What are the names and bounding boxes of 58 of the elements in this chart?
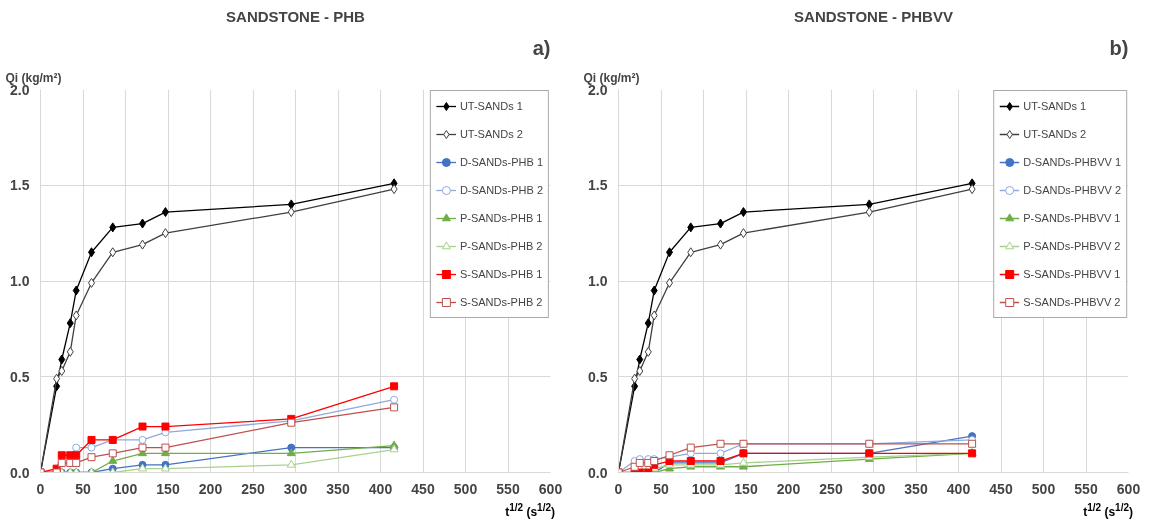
x-tick-label: 550 — [1074, 480, 1098, 497]
legend-label: S-SANDs-PHBVV 2 — [1023, 296, 1121, 308]
legend-label: UT-SANDs 2 — [459, 128, 523, 140]
x-tick-label: 500 — [1031, 480, 1056, 497]
legend-label: S-SANDs-PHB 1 — [459, 268, 543, 280]
x-tick-label: 450 — [989, 480, 1013, 497]
x-tick-label: 350 — [326, 480, 350, 497]
legend-label: D-SANDs-PHBVV 1 — [1023, 156, 1121, 168]
x-axis-title: t$^{1/2}$ (s$^{1/2}$) — [504, 501, 555, 521]
y-tick-label: 0.0 — [588, 464, 608, 481]
y-tick-label: 0.5 — [10, 368, 30, 385]
chart-title: SANDSTONE - PHB — [226, 7, 366, 25]
legend-label: UT-SANDs 1 — [459, 100, 523, 112]
text: a) — [532, 36, 551, 59]
x-tick-label: 350 — [904, 480, 928, 497]
x-tick-label: 450 — [411, 480, 435, 497]
x-tick-label: 400 — [368, 480, 393, 497]
legend-label: P-SANDs-PHB 1 — [459, 212, 543, 224]
x-tick-label: 550 — [496, 480, 520, 497]
y-axis-title: Qi (kg/m²) — [583, 70, 640, 85]
x-tick-label: 0 — [36, 480, 45, 497]
chart-title: SANDSTONE - PHBVV — [794, 7, 953, 25]
y-tick-label: 0.0 — [10, 464, 30, 481]
y-tick-label: 1.0 — [588, 273, 608, 289]
y-tick-label: 0.5 — [588, 368, 608, 385]
x-tick-label: 150 — [156, 480, 180, 497]
x-tick-label: 100 — [691, 480, 716, 497]
x-tick-label: 50 — [653, 480, 669, 497]
x-tick-label: 100 — [113, 480, 138, 497]
legend-label: P-SANDs-PHB 2 — [459, 240, 543, 252]
x-tick-label: 300 — [861, 480, 886, 497]
x-tick-label: 250 — [819, 480, 843, 497]
text: b) — [1109, 36, 1129, 59]
x-tick-label: 300 — [283, 480, 308, 497]
x-axis-title: t$^{1/2}$ (s$^{1/2}$) — [1082, 501, 1133, 521]
legend-label: P-SANDs-PHBVV 2 — [1023, 240, 1121, 252]
x-tick-label: 600 — [1116, 480, 1141, 497]
y-tick-label: 1.5 — [588, 177, 608, 194]
legend-label: D-SANDs-PHB 2 — [459, 184, 543, 196]
y-tick-label: 1.5 — [10, 177, 30, 194]
legend-label: UT-SANDs 1 — [1023, 100, 1087, 112]
legend-label: S-SANDs-PHB 2 — [459, 296, 543, 308]
x-tick-label: 400 — [946, 480, 971, 497]
x-tick-label: 200 — [776, 480, 801, 497]
x-tick-label: 200 — [198, 480, 223, 497]
y-axis-title: Qi (kg/m²) — [5, 70, 62, 85]
legend-label: UT-SANDs 2 — [1023, 128, 1087, 140]
legend-label: D-SANDs-PHBVV 2 — [1023, 184, 1121, 196]
legend-label: P-SANDs-PHBVV 1 — [1023, 212, 1121, 224]
x-tick-label: 250 — [241, 480, 265, 497]
legend-label: S-SANDs-PHBVV 1 — [1023, 268, 1121, 280]
x-tick-label: 600 — [538, 480, 563, 497]
x-tick-label: 500 — [453, 480, 478, 497]
x-tick-label: 50 — [75, 480, 91, 497]
x-tick-label: 150 — [734, 480, 758, 497]
y-tick-label: 1.0 — [10, 273, 30, 289]
legend-label: D-SANDs-PHB 1 — [459, 156, 543, 168]
x-tick-label: 0 — [614, 480, 623, 497]
